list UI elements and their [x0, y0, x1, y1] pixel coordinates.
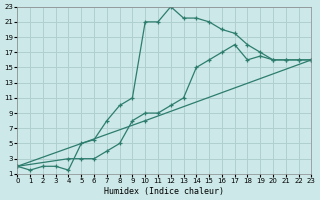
- X-axis label: Humidex (Indice chaleur): Humidex (Indice chaleur): [104, 187, 224, 196]
